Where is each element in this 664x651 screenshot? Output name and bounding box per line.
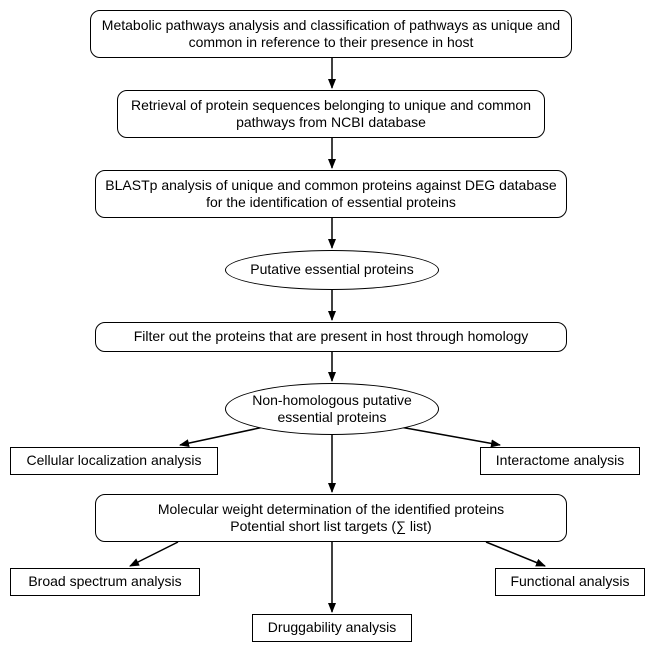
flowchart-edge-8: [130, 542, 178, 566]
flowchart-node-n12: Druggability analysis: [252, 614, 412, 642]
flowchart-edge-5: [180, 427, 264, 445]
flowchart-node-n6: Non-homologous putative essential protei…: [225, 383, 439, 435]
flowchart-node-n2: Retrieval of protein sequences belonging…: [117, 90, 545, 138]
flowchart-node-n4: Putative essential proteins: [225, 250, 439, 290]
flowchart-node-n8: Interactome analysis: [480, 447, 640, 475]
flowchart-node-n3: BLASTp analysis of unique and common pro…: [95, 170, 567, 218]
flowchart-node-n9: Molecular weight determination of the id…: [95, 494, 567, 542]
flowchart-node-n5: Filter out the proteins that are present…: [95, 322, 567, 352]
flowchart-node-n11: Functional analysis: [495, 568, 645, 596]
flowchart-edge-6: [400, 427, 500, 445]
flowchart-node-n10: Broad spectrum analysis: [10, 568, 200, 596]
flowchart-node-n7: Cellular localization analysis: [10, 447, 218, 475]
flowchart-edge-9: [486, 542, 545, 566]
flowchart-node-n1: Metabolic pathways analysis and classifi…: [90, 10, 572, 58]
